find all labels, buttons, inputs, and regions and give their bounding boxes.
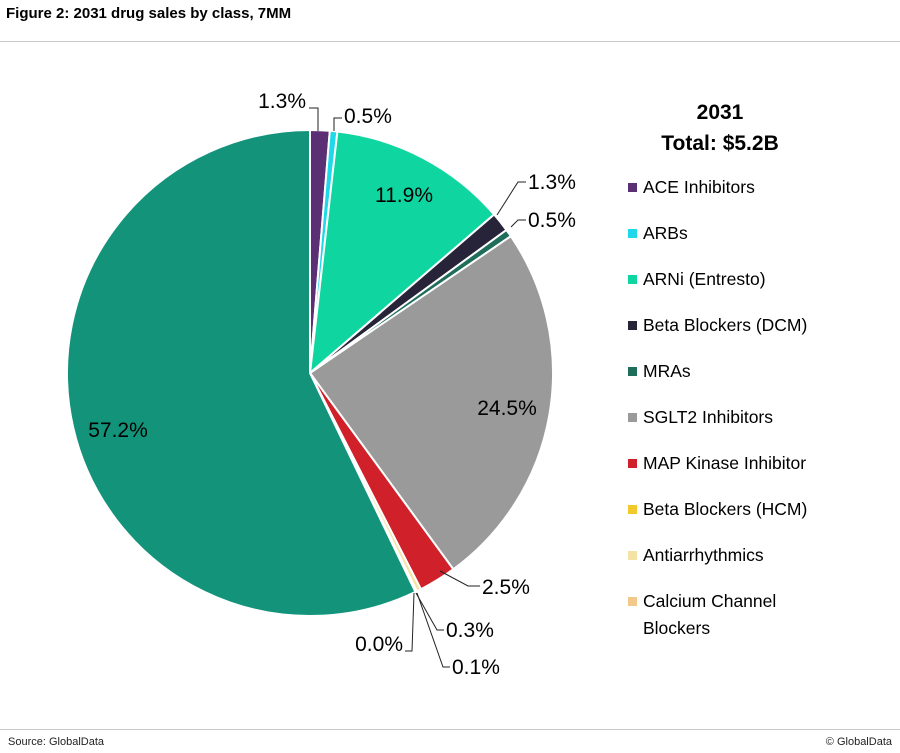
legend-item: SGLT2 Inhibitors: [628, 404, 843, 431]
legend-swatch: [628, 367, 637, 376]
legend-item: Beta Blockers (DCM): [628, 312, 843, 339]
legend-item: Antiarrhythmics: [628, 542, 843, 569]
legend-label: Calcium Channel Blockers: [643, 591, 777, 638]
legend-label: ARBs: [643, 223, 688, 243]
leader-line: [439, 570, 480, 587]
legend-item: Beta Blockers (HCM): [628, 496, 843, 523]
legend-item: ARBs: [628, 220, 843, 247]
leader-line: [333, 117, 342, 131]
legend-item: MRAs: [628, 358, 843, 385]
legend-item: Calcium Channel Blockers: [628, 588, 813, 642]
data-label: 0.3%: [446, 619, 494, 642]
pie-slice-unlabeled-large-slice: [66, 128, 417, 617]
legend-title: 2031: [696, 101, 744, 124]
legend-label: Beta Blockers (HCM): [643, 499, 808, 519]
legend-swatch: [628, 229, 637, 238]
source-note: Source: GlobalData: [8, 736, 104, 748]
legend-item: MAP Kinase Inhibitor: [628, 450, 843, 477]
legend-swatch: [628, 597, 637, 606]
data-label: 1.3%: [258, 90, 306, 113]
leader-line: [496, 181, 526, 216]
legend-swatch: [628, 183, 637, 192]
legend-item: ACE Inhibitors: [628, 174, 843, 201]
legend-label: SGLT2 Inhibitors: [643, 407, 774, 427]
data-label: 0.5%: [528, 209, 576, 232]
pie-slice-sglt2-inhibitors: [308, 234, 554, 571]
data-label: 0.1%: [452, 656, 500, 679]
legend-label: Beta Blockers (DCM): [643, 315, 808, 335]
pie-slice-arni-entresto: [308, 130, 496, 376]
data-label: 0.5%: [344, 105, 392, 128]
leader-line: [510, 219, 526, 228]
legend-label: Antiarrhythmics: [643, 545, 764, 565]
data-label: 0.0%: [355, 633, 403, 656]
legend-swatch: [628, 413, 637, 422]
data-label: 24.5%: [477, 397, 537, 420]
legend-label: MAP Kinase Inhibitor: [643, 453, 807, 473]
figure-title: Figure 2: 2031 drug sales by class, 7MM: [6, 5, 292, 22]
copyright-note: © GlobalData: [825, 736, 892, 748]
data-label: 2.5%: [482, 576, 530, 599]
legend-item: ARNi (Entresto): [628, 266, 843, 293]
leader-line: [309, 107, 319, 131]
leader-line: [415, 592, 444, 631]
data-label: 11.9%: [375, 184, 433, 207]
footer-divider: [0, 729, 900, 730]
legend-swatch: [628, 505, 637, 514]
leader-line: [416, 592, 450, 668]
legend-subtitle: Total: $5.2B: [661, 132, 779, 155]
legend-swatch: [628, 459, 637, 468]
data-label: 1.3%: [528, 171, 576, 194]
header-divider: [0, 41, 900, 42]
legend-label: ACE Inhibitors: [643, 177, 755, 197]
legend-swatch: [628, 551, 637, 560]
legend-label: ARNi (Entresto): [643, 269, 766, 289]
legend-swatch: [628, 321, 637, 330]
legend-swatch: [628, 275, 637, 284]
legend-label: MRAs: [643, 361, 691, 381]
data-label: 57.2%: [88, 419, 148, 442]
leader-line: [405, 592, 415, 652]
